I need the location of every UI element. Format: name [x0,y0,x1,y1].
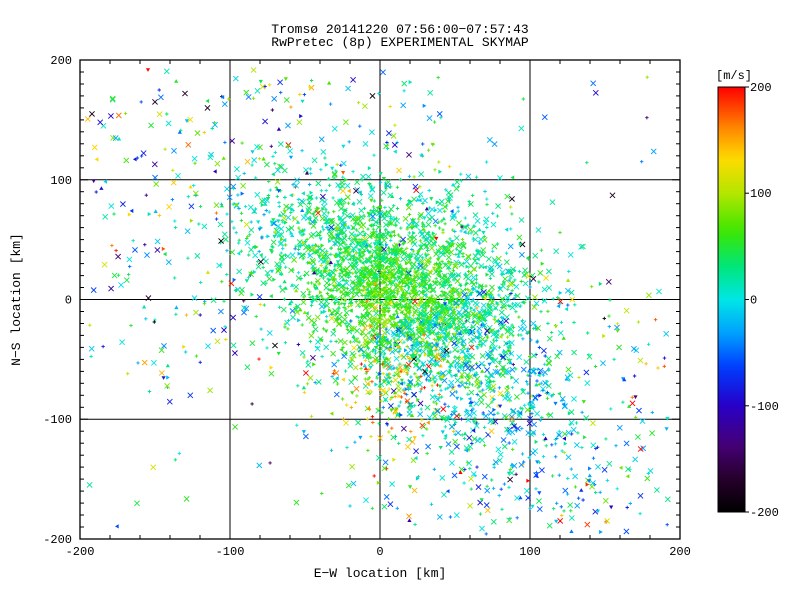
svg-text:0: 0 [65,294,72,308]
svg-text:-100: -100 [216,545,245,559]
svg-text:0: 0 [750,294,757,308]
svg-text:E−W location [km]: E−W location [km] [314,566,447,581]
svg-text:200: 200 [50,54,72,68]
svg-text:[m/s]: [m/s] [716,69,752,83]
svg-text:100: 100 [50,174,72,188]
svg-text:200: 200 [750,81,772,95]
svg-text:100: 100 [519,545,541,559]
svg-text:-100: -100 [750,400,779,414]
svg-text:-200: -200 [750,506,779,520]
svg-text:N−S location [km]: N−S location [km] [9,233,24,366]
svg-text:-100: -100 [43,413,72,427]
svg-text:200: 200 [669,545,691,559]
svg-text:0: 0 [376,545,383,559]
svg-text:100: 100 [750,187,772,201]
svg-text:-200: -200 [66,545,95,559]
svg-text:RwPretec (8p) EXPERIMENTAL SKY: RwPretec (8p) EXPERIMENTAL SKYMAP [271,35,529,50]
